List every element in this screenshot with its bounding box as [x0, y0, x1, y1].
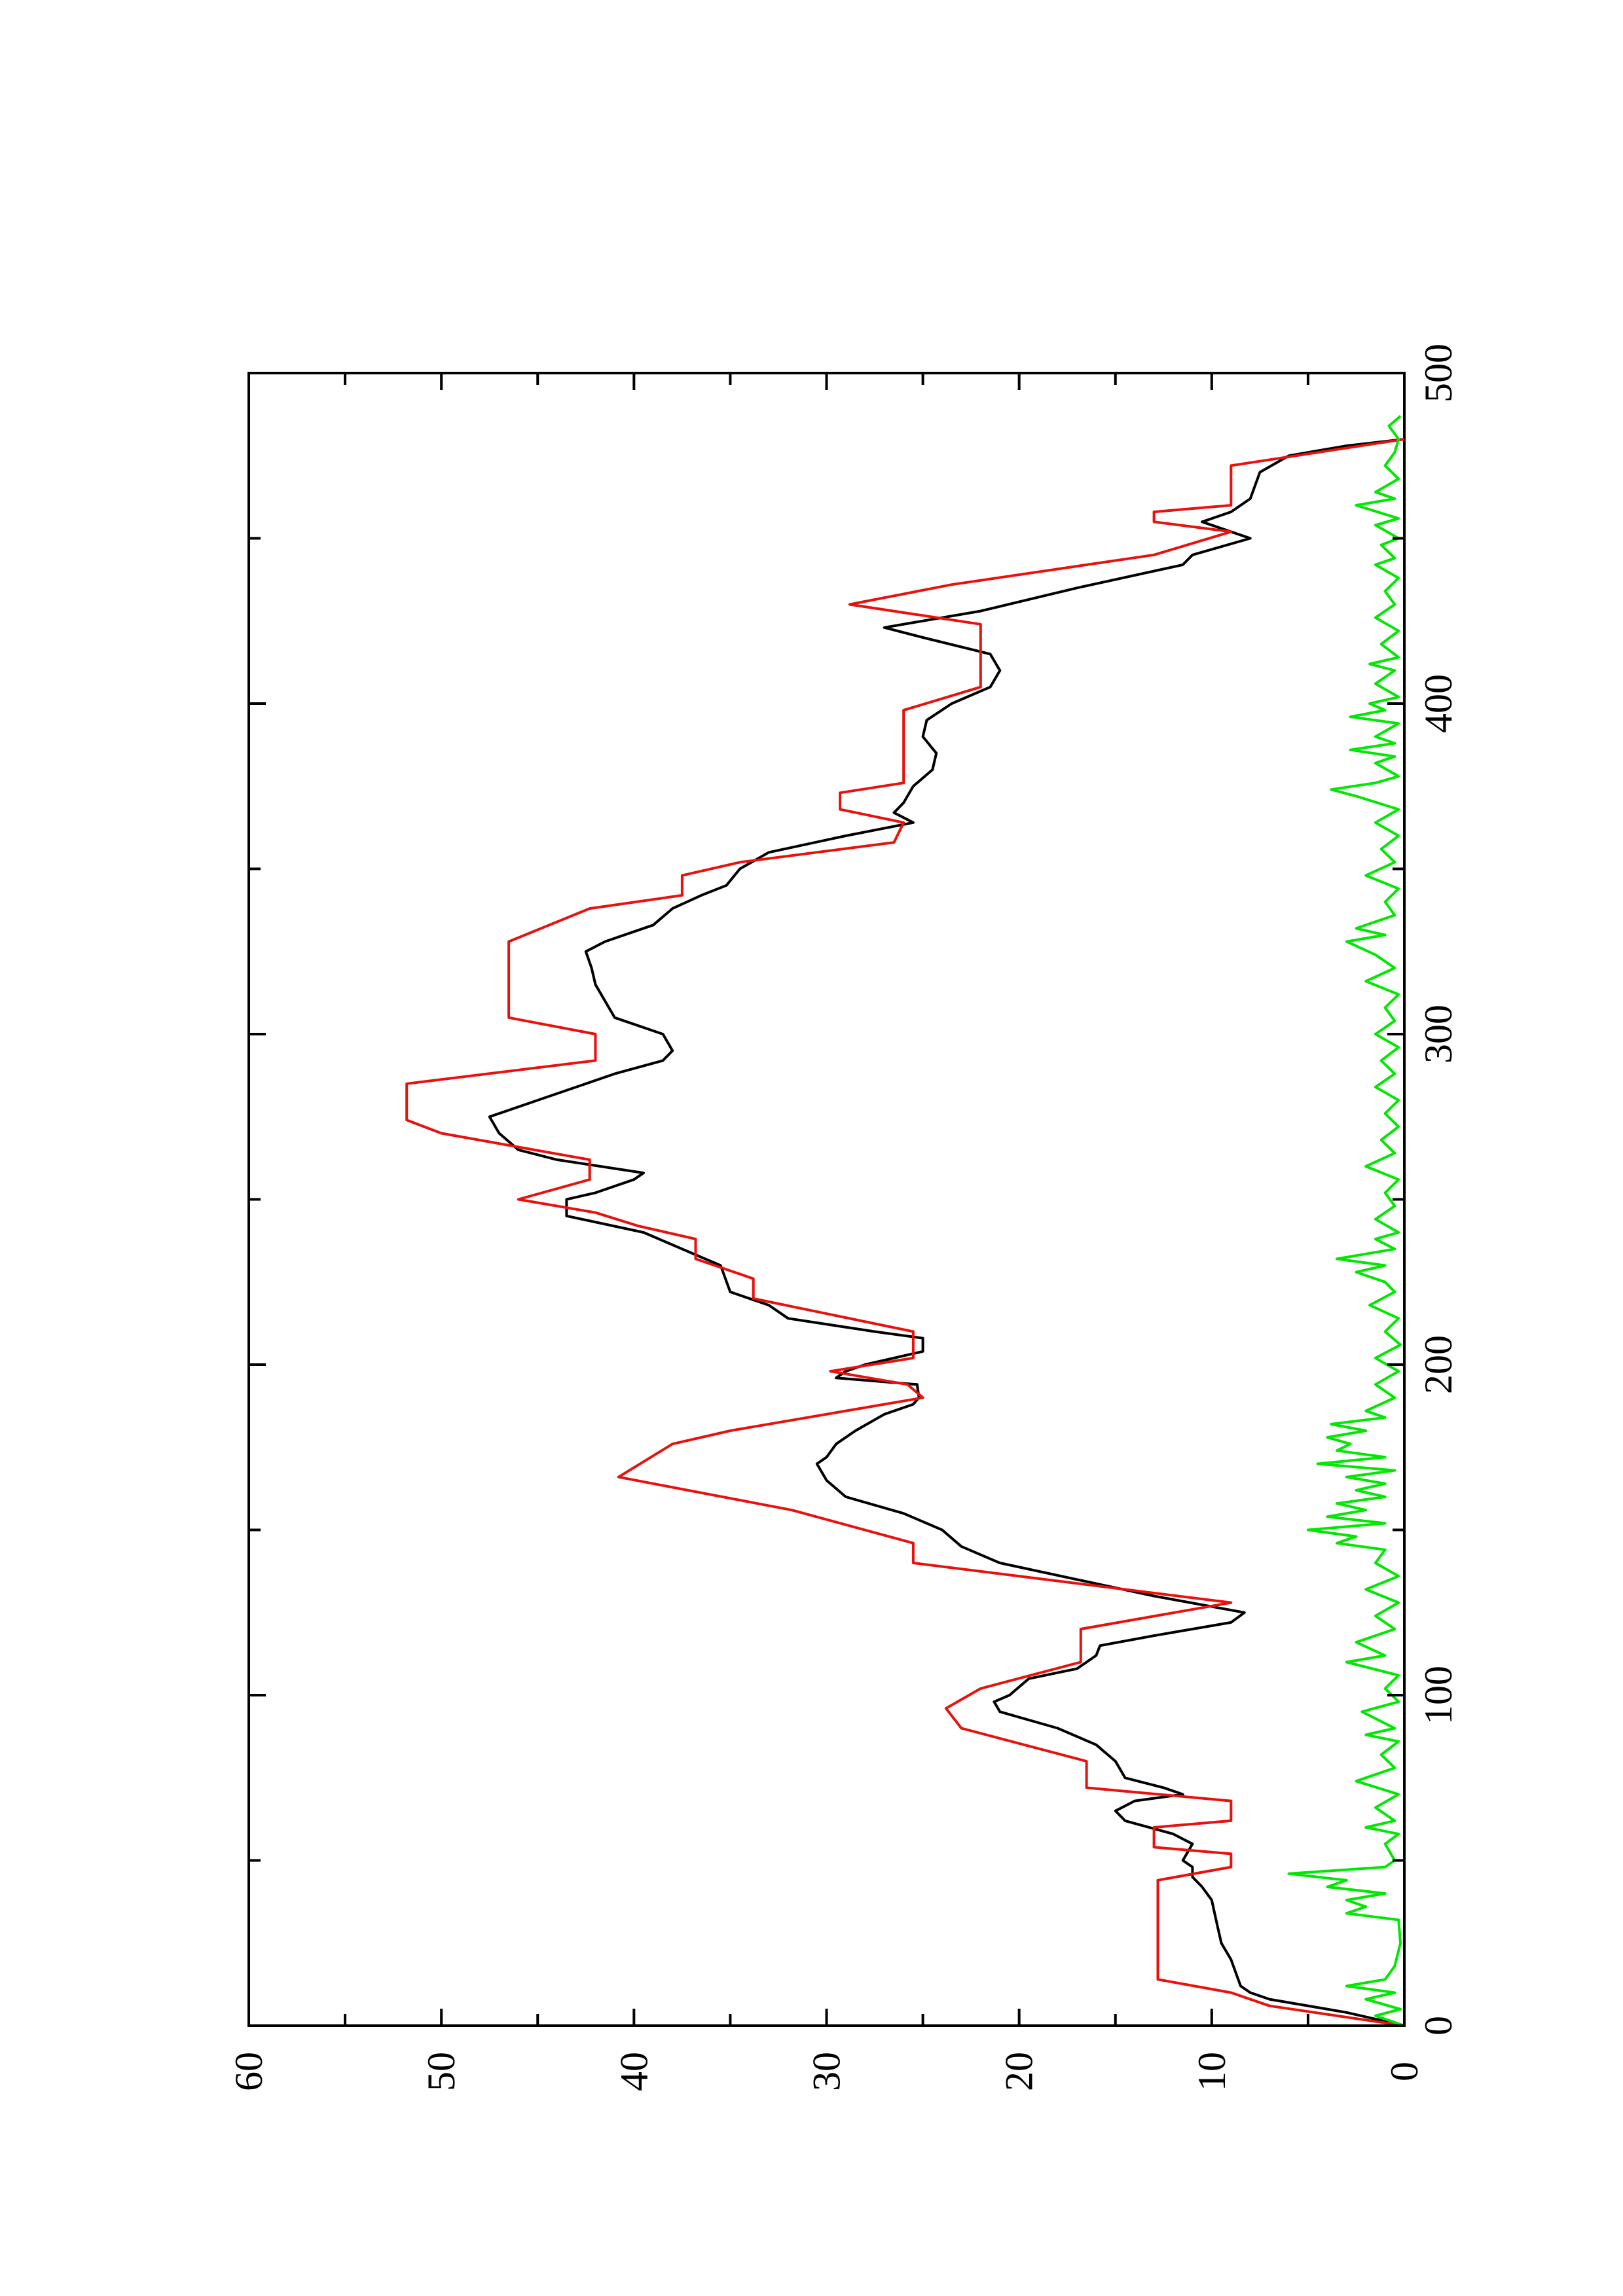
x-tick-label-100: 100 [1417, 1666, 1460, 1725]
plot-frame [247, 372, 1406, 2027]
y-tick-label-40: 40 [612, 2052, 655, 2091]
series-line-2 [405, 438, 1405, 2027]
x-tick-label-0: 0 [1417, 2016, 1460, 2036]
x-tick-label-200: 200 [1417, 1335, 1460, 1394]
x-tick-label-400: 400 [1417, 674, 1460, 733]
x-tick-label-500: 500 [1417, 344, 1460, 403]
y-tick-label-60: 60 [227, 2052, 270, 2091]
x-tick-label-300: 300 [1417, 1005, 1460, 1064]
series-line-3 [1287, 415, 1405, 2027]
tick-labels: 0 100 200 300 400 500 0 10 20 30 40 50 60 [227, 344, 1460, 2091]
plot-area [405, 415, 1405, 2027]
tick-marks [247, 372, 1406, 2027]
series-line-1 [488, 438, 1405, 2027]
y-tick-label-30: 30 [805, 2052, 848, 2091]
y-tick-label-10: 10 [1190, 2052, 1233, 2091]
y-tick-label-20: 20 [998, 2052, 1041, 2091]
y-tick-label-50: 50 [420, 2052, 463, 2091]
y-tick-label-0: 0 [1383, 2062, 1426, 2081]
